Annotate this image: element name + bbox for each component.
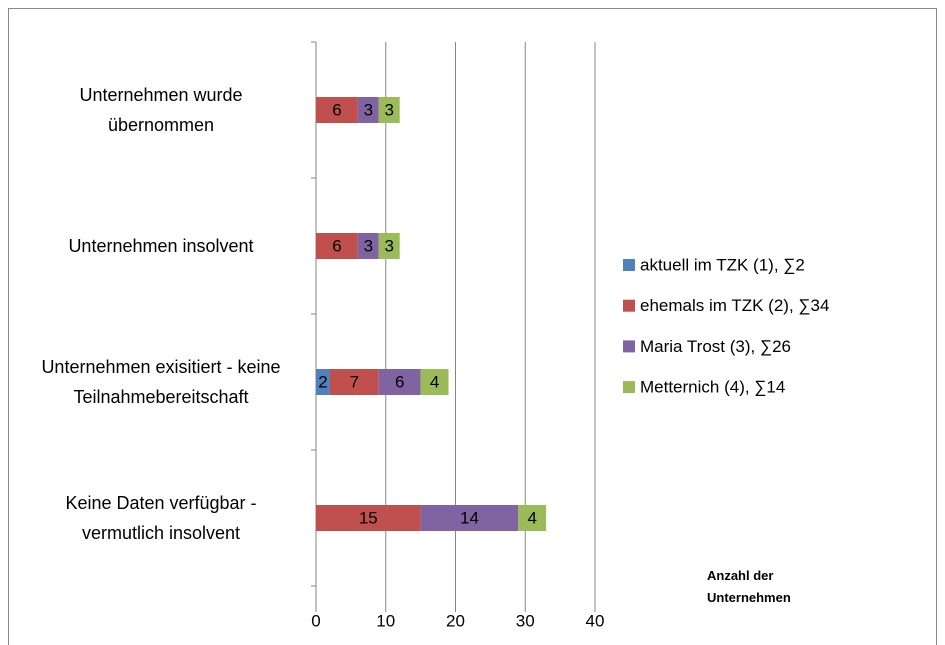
bar-segment	[420, 505, 519, 531]
data-label: 6	[332, 100, 341, 119]
x-axis-title: Anzahl der Unternehmen	[707, 568, 791, 605]
data-label: 4	[430, 372, 439, 391]
legend-label: ehemals im TZK (2), ∑34	[640, 296, 829, 315]
x-tick-label: 10	[376, 611, 395, 630]
data-label: 3	[364, 100, 373, 119]
data-label: 4	[527, 508, 536, 527]
legend-label: Maria Trost (3), ∑26	[640, 337, 791, 356]
bar-segment	[316, 233, 358, 259]
data-label: 3	[385, 100, 394, 119]
bar-segment	[316, 97, 358, 123]
bar-segment	[357, 97, 379, 123]
x-tick-label: 40	[586, 611, 605, 630]
legend-swatch	[623, 259, 635, 271]
legend-label: aktuell im TZK (1), ∑2	[640, 255, 805, 274]
x-tick-label: 0	[311, 611, 320, 630]
data-label: 3	[364, 236, 373, 255]
bar-segment	[420, 369, 449, 395]
x-tick-label: 30	[516, 611, 535, 630]
frame	[8, 8, 937, 645]
legend-swatch	[623, 299, 635, 312]
legend-label: Metternich (4), ∑14	[640, 378, 785, 397]
bar-segment	[378, 97, 400, 123]
bar-segment	[378, 369, 421, 395]
x-tick-label: 20	[446, 611, 465, 630]
y-tick-label: Unternehmen insolvent	[68, 236, 254, 256]
bar-segment	[316, 505, 421, 531]
bar-segment	[378, 233, 400, 259]
data-label: 15	[359, 508, 378, 527]
y-tick-label: Unternehmen wurde übernommen	[79, 85, 243, 135]
y-tick-label: Unternehmen exisitiert - keine Teilnahme…	[41, 357, 281, 407]
y-tick-label: Keine Daten verfügbar - vermutlich insol…	[65, 493, 257, 543]
data-label: 3	[385, 236, 394, 255]
data-label: 7	[350, 372, 359, 391]
data-label: 6	[332, 236, 341, 255]
data-label: 6	[395, 372, 404, 391]
legend-swatch	[623, 340, 635, 353]
bar-segment	[357, 233, 379, 259]
data-label: 2	[318, 372, 327, 391]
bar-segment	[518, 505, 547, 531]
data-label: 14	[460, 508, 479, 527]
bar-segment	[316, 369, 330, 395]
legend-swatch	[623, 381, 635, 394]
bar-segment	[329, 369, 379, 395]
